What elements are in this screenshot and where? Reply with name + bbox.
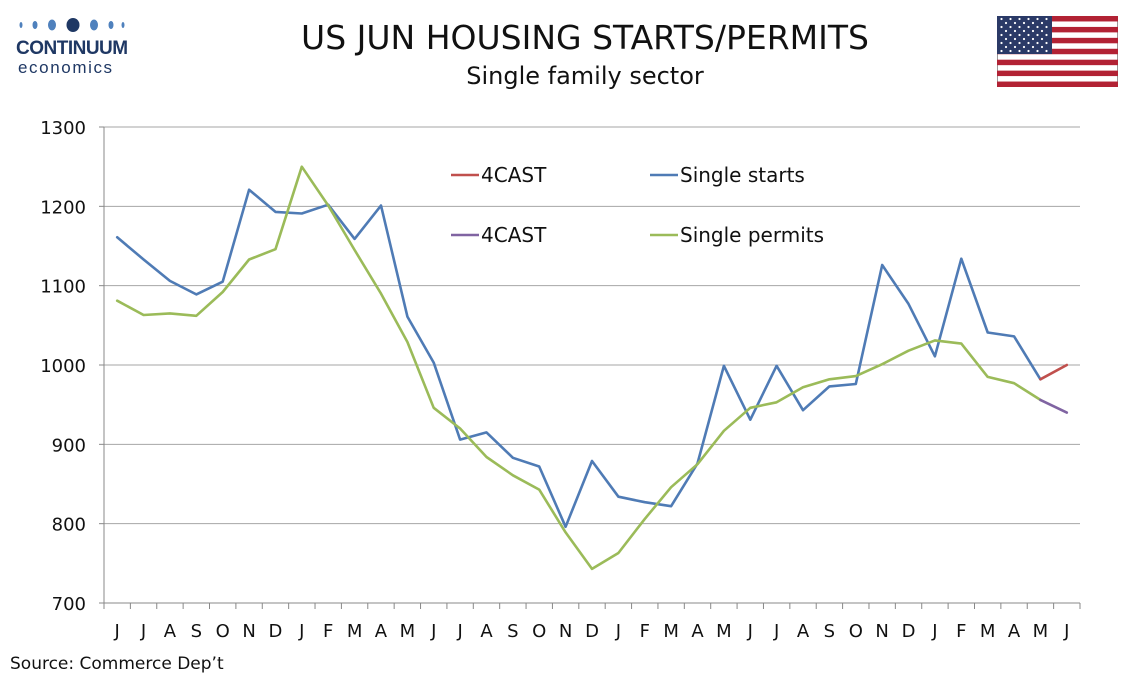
x-tick-label: A bbox=[164, 621, 177, 642]
y-tick-label: 1100 bbox=[40, 277, 86, 298]
y-tick-label: 900 bbox=[52, 435, 86, 456]
x-tick-label: M bbox=[347, 621, 363, 642]
us-flag-icon bbox=[997, 16, 1118, 87]
x-tick-label: S bbox=[507, 621, 518, 642]
x-tick-label: J bbox=[430, 621, 436, 642]
legend-label: 4CAST bbox=[481, 163, 547, 187]
x-tick-label: O bbox=[532, 621, 546, 642]
x-tick-label: M bbox=[980, 621, 996, 642]
legend: 4CAST Single starts 4CAST Single permits bbox=[451, 163, 824, 247]
x-tick-label: S bbox=[824, 621, 835, 642]
legend-label: Single starts bbox=[680, 163, 805, 187]
x-tick-label: J bbox=[456, 621, 462, 642]
source-note: Source: Commerce Dep’t bbox=[10, 654, 224, 674]
x-tick-label: A bbox=[480, 621, 493, 642]
x-tick-label: O bbox=[849, 621, 863, 642]
chart-title: US JUN HOUSING STARTS/PERMITS bbox=[301, 18, 869, 57]
x-tick-label: J bbox=[298, 621, 304, 642]
chart-subtitle: Single family sector bbox=[466, 62, 704, 90]
series-line-single-permits bbox=[115, 165, 1042, 571]
x-tick-label: D bbox=[902, 621, 916, 642]
x-tick-label: N bbox=[875, 621, 888, 642]
x-tick-label: A bbox=[1008, 621, 1021, 642]
x-tick-label: J bbox=[1063, 621, 1069, 642]
x-tick-label: A bbox=[691, 621, 704, 642]
x-tick-label: M bbox=[400, 621, 416, 642]
x-tick-label: N bbox=[559, 621, 572, 642]
y-axis: 700 800 900 1000 1100 1200 1300 bbox=[40, 118, 105, 615]
logo-subtitle: economics bbox=[18, 58, 114, 77]
y-tick-label: 800 bbox=[52, 515, 86, 536]
x-tick-label: J bbox=[140, 621, 146, 642]
x-tick-label: D bbox=[585, 621, 599, 642]
x-tick-label: J bbox=[773, 621, 779, 642]
x-tick-label: M bbox=[1033, 621, 1049, 642]
x-tick-label: M bbox=[716, 621, 732, 642]
x-tick-label: J bbox=[114, 621, 120, 642]
y-tick-label: 1000 bbox=[40, 356, 86, 377]
logo-name: CONTINUUM bbox=[16, 38, 128, 59]
grid-lines bbox=[104, 126, 1080, 604]
y-tick-label: 1300 bbox=[40, 118, 86, 139]
y-tick-label: 1200 bbox=[40, 197, 86, 218]
y-tick-label: 700 bbox=[52, 594, 86, 615]
series-lines bbox=[115, 165, 1069, 571]
x-tick-label: A bbox=[797, 621, 810, 642]
x-tick-label: J bbox=[615, 621, 621, 642]
x-tick-label: J bbox=[931, 621, 937, 642]
series-line-single-starts bbox=[115, 188, 1042, 529]
x-tick-label: A bbox=[375, 621, 388, 642]
series-line-4cast bbox=[1039, 398, 1069, 414]
x-tick-label: N bbox=[242, 621, 255, 642]
x-tick-label: M bbox=[663, 621, 679, 642]
logo-dots-icon bbox=[19, 18, 125, 32]
x-tick-label: F bbox=[956, 621, 966, 642]
x-tick-label: S bbox=[191, 621, 202, 642]
x-tick-label: D bbox=[269, 621, 283, 642]
x-tick-label: F bbox=[323, 621, 333, 642]
x-tick-label: J bbox=[747, 621, 753, 642]
x-tick-label: O bbox=[216, 621, 230, 642]
series-line-4cast bbox=[1039, 363, 1069, 381]
legend-label: Single permits bbox=[680, 223, 824, 247]
legend-label: 4CAST bbox=[481, 223, 547, 247]
x-tick-label: F bbox=[640, 621, 650, 642]
